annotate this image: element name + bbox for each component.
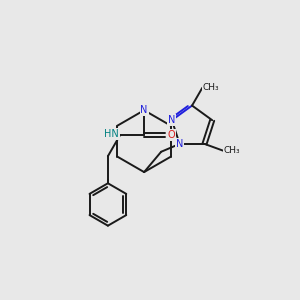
Text: CH₃: CH₃	[224, 146, 240, 155]
Text: O: O	[168, 130, 176, 140]
Text: N: N	[176, 139, 183, 149]
Text: CH₃: CH₃	[202, 83, 219, 92]
Text: N: N	[168, 115, 175, 125]
Text: HN: HN	[104, 129, 119, 139]
Text: N: N	[140, 105, 148, 115]
